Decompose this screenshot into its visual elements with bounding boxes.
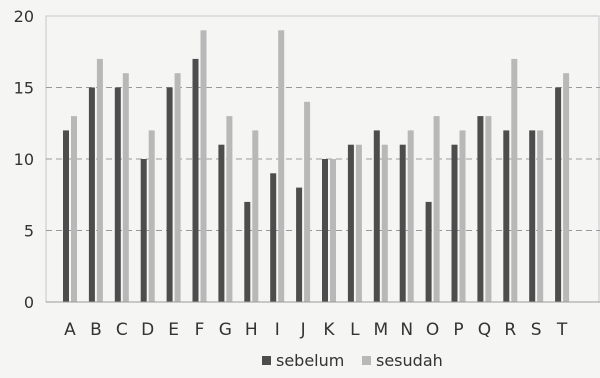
bar-sesudah-K	[330, 159, 336, 302]
bar-sesudah-M	[381, 144, 388, 302]
x-tick-label: T	[556, 320, 568, 340]
bar-sebelum-I	[270, 173, 277, 302]
bar-sesudah-D	[148, 130, 155, 302]
x-tick-label: P	[453, 320, 463, 340]
bar-sebelum-Q	[477, 116, 484, 302]
x-tick-label: J	[300, 320, 306, 340]
bar-sebelum-A	[63, 130, 69, 302]
y-tick-label: 5	[24, 222, 34, 241]
bar-sebelum-C	[114, 87, 121, 302]
bar-sesudah-O	[433, 116, 440, 302]
bar-sesudah-P	[459, 130, 466, 302]
bar-sebelum-M	[373, 130, 380, 302]
bar-sebelum-O	[425, 201, 432, 302]
bar-sebelum-E	[166, 87, 173, 302]
bar-sesudah-S	[537, 130, 544, 302]
x-tick-label: H	[245, 320, 258, 340]
x-tick-label: Q	[478, 320, 491, 340]
y-tick-label: 10	[14, 150, 34, 169]
bar-sebelum-K	[322, 159, 328, 302]
x-tick-label: L	[350, 320, 360, 340]
legend-label-sesudah: sesudah	[376, 351, 443, 370]
bar-sesudah-A	[71, 116, 77, 302]
bar-sesudah-Q	[485, 116, 492, 302]
y-tick-label: 20	[14, 7, 34, 26]
bar-sebelum-L	[347, 144, 354, 302]
bar-sebelum-P	[451, 144, 458, 302]
bar-sesudah-G	[226, 116, 233, 302]
bar-sesudah-H	[252, 130, 259, 302]
x-tick-label: D	[141, 320, 154, 340]
x-tick-label: A	[64, 320, 76, 340]
bar-sebelum-D	[140, 159, 147, 302]
x-tick-label: C	[116, 320, 128, 340]
bar-sesudah-F	[200, 30, 207, 303]
bar-sebelum-R	[503, 130, 510, 302]
x-tick-label: I	[275, 320, 280, 340]
bar-sesudah-I	[278, 30, 285, 303]
x-tick-label: S	[531, 320, 542, 340]
bar-sebelum-S	[529, 130, 536, 302]
bar-sesudah-L	[355, 144, 362, 302]
bar-sesudah-B	[96, 58, 103, 303]
bar-sebelum-T	[555, 87, 562, 302]
x-tick-label: K	[323, 320, 335, 340]
bar-sesudah-N	[407, 130, 414, 302]
y-tick-label: 15	[14, 79, 34, 98]
bar-sebelum-F	[192, 58, 199, 303]
axes: 0 5 10 15 20 A B C D E F G H I J K L M N O P Q R S T	[14, 7, 600, 340]
bar-sesudah-J	[304, 101, 311, 302]
legend-swatch-sesudah	[362, 356, 371, 365]
legend: sebelum sesudah	[262, 351, 443, 370]
x-tick-label: M	[373, 320, 388, 340]
x-tick-label: B	[90, 320, 102, 340]
x-tick-label: G	[219, 320, 232, 340]
bar-sebelum-J	[296, 187, 303, 302]
y-tick-label: 0	[24, 293, 34, 312]
x-tick-label: O	[426, 320, 439, 340]
bar-sebelum-B	[88, 87, 95, 302]
x-tick-label: E	[168, 320, 179, 340]
bar-sebelum-H	[244, 201, 251, 302]
bar-sesudah-E	[174, 73, 181, 302]
legend-label-sebelum: sebelum	[276, 351, 344, 370]
bar-sebelum-G	[218, 144, 225, 302]
bar-sesudah-R	[511, 58, 518, 303]
bar-sesudah-T	[563, 73, 570, 302]
bar-sesudah-C	[122, 73, 129, 302]
x-tick-label: N	[400, 320, 413, 340]
legend-swatch-sebelum	[262, 356, 271, 365]
x-tick-label: F	[195, 320, 205, 340]
bars	[63, 30, 570, 303]
x-tick-label: R	[504, 320, 516, 340]
bar-sebelum-N	[399, 144, 406, 302]
